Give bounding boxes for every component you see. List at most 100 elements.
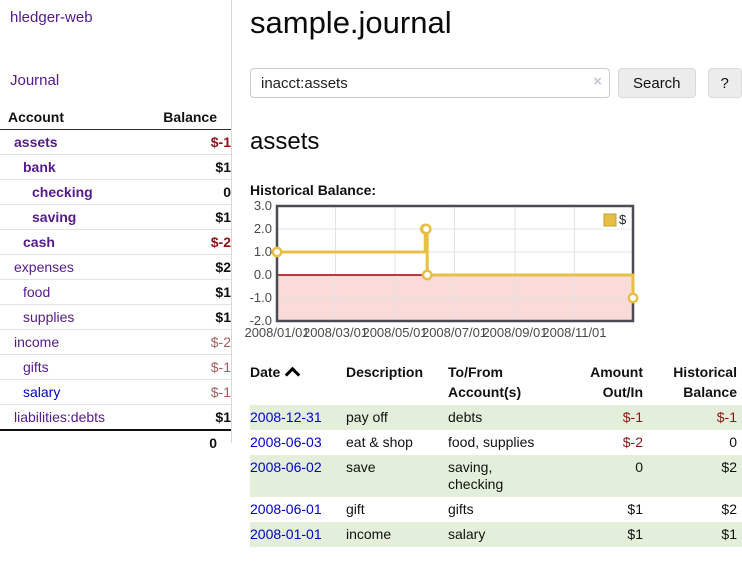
transaction-date-link[interactable]: 2008-01-01 (250, 526, 322, 542)
transaction-balance: $1 (721, 526, 737, 542)
transaction-description: save (346, 459, 376, 475)
transaction-description: eat & shop (346, 434, 413, 450)
transaction-balance: $2 (721, 459, 737, 475)
brand-link[interactable]: hledger-web (10, 9, 93, 26)
transaction-date-link[interactable]: 2008-06-03 (250, 434, 322, 450)
transaction-description: pay off (346, 409, 388, 425)
accounts-total-row: 0 (0, 429, 231, 455)
nav-journal-link[interactable]: Journal (10, 72, 60, 89)
register-header-historical: Historical Balance (673, 364, 737, 400)
account-balance: $-2 (140, 329, 231, 355)
page-title: sample.journal (250, 5, 452, 40)
transaction-amount: $1 (627, 501, 643, 517)
svg-text:-2.0: -2.0 (250, 313, 272, 328)
account-link[interactable]: expenses (14, 259, 74, 275)
account-balance: $1 (140, 154, 231, 180)
transaction-balance: 0 (729, 434, 737, 450)
transaction-accounts: saving, checking (448, 459, 504, 492)
account-link[interactable]: assets (14, 134, 58, 150)
search-input[interactable] (250, 68, 610, 98)
search-row: × Search ? (250, 68, 742, 98)
account-link[interactable]: gifts (23, 359, 49, 375)
transaction-accounts: debts (448, 409, 483, 425)
account-balance: $-1 (140, 354, 231, 380)
clear-search-icon[interactable]: × (593, 73, 602, 90)
accounts-table: Account Balance assets $-1 bank $1 checking 0… (0, 105, 231, 455)
account-link[interactable]: liabilities:debts (14, 409, 106, 425)
register-header-date[interactable]: Date (250, 359, 346, 405)
transaction-amount: 0 (635, 459, 643, 475)
svg-text:2008/01/01: 2008/01/01 (244, 325, 309, 340)
transaction-balance: $-1 (716, 409, 737, 425)
register-header-tofrom: To/From Account(s) (448, 364, 522, 400)
transaction-accounts: gifts (448, 501, 474, 517)
transaction-row: 2008-12-31 pay off debts $-1 $-1 (250, 405, 742, 430)
account-link[interactable]: income (14, 334, 60, 350)
transaction-date-link[interactable]: 2008-06-02 (250, 459, 322, 475)
search-input-wrap: × (250, 68, 610, 98)
account-row: checking 0 (0, 179, 231, 205)
transaction-date-link[interactable]: 2008-12-31 (250, 409, 322, 425)
svg-text:2008/07/01: 2008/07/01 (422, 325, 487, 340)
account-link[interactable]: food (23, 284, 51, 300)
svg-text:2008/03/01: 2008/03/01 (303, 325, 368, 340)
historical-balance-chart: $3.0 2.0 1.0 0.0 -1.0 -2.0 2008/01/01 2008/03/0… (244, 198, 742, 342)
account-link[interactable]: checking (32, 184, 93, 200)
transaction-amount: $-1 (622, 409, 643, 425)
transaction-balance: $2 (721, 501, 737, 517)
account-row: income $-2 (0, 329, 231, 355)
transaction-accounts: food, supplies (448, 434, 535, 450)
accounts-total-value: 0 (140, 429, 231, 455)
register-table: Date Description To/From Account(s) Amount … (250, 359, 742, 547)
transaction-amount: $1 (627, 526, 643, 542)
accounts-header-account: Account (0, 105, 141, 130)
account-row: gifts $-1 (0, 354, 231, 380)
transaction-row: 2008-06-01 gift gifts $1 $2 (250, 497, 742, 522)
main-content: sample.journal × Search ? assets Histori… (244, 0, 742, 547)
account-balance: $-1 (140, 379, 231, 405)
account-link[interactable]: saving (32, 209, 77, 225)
account-link[interactable]: bank (23, 159, 56, 175)
account-row: saving $1 (0, 204, 231, 230)
account-link[interactable]: salary (23, 384, 61, 400)
account-link[interactable]: cash (23, 234, 55, 250)
svg-text:2.0: 2.0 (254, 221, 272, 236)
transaction-row: 2008-06-02 save saving, checking 0 $2 (250, 455, 742, 497)
sort-asc-icon (285, 366, 301, 383)
help-button[interactable]: ? (707, 68, 742, 98)
account-balance: $1 (140, 404, 231, 430)
account-row: expenses $2 (0, 254, 231, 280)
account-link[interactable]: supplies (23, 309, 75, 325)
chart-legend-label: $ (619, 212, 627, 227)
account-balance: $1 (140, 204, 231, 230)
account-row: bank $1 (0, 154, 231, 180)
search-button[interactable]: Search (618, 68, 696, 98)
account-balance: $1 (140, 279, 231, 305)
chart-svg: $3.0 2.0 1.0 0.0 -1.0 -2.02008/01/012008/03/0… (244, 198, 639, 340)
svg-text:2008/09/01: 2008/09/01 (482, 325, 547, 340)
svg-text:1.0: 1.0 (254, 244, 272, 259)
account-row: cash $-2 (0, 229, 231, 255)
account-heading: assets (250, 128, 320, 155)
accounts-header-balance: Balance (140, 105, 231, 130)
account-row: food $1 (0, 279, 231, 305)
transaction-row: 2008-06-03 eat & shop food, supplies $-2 0 (250, 430, 742, 455)
transaction-description: gift (346, 501, 365, 517)
transaction-row: 2008-01-01 income salary $1 $1 (250, 522, 742, 547)
transaction-date-link[interactable]: 2008-06-01 (250, 501, 322, 517)
account-balance: $-2 (140, 229, 231, 255)
account-row: liabilities:debts $1 (0, 404, 231, 430)
register-header-description: Description (346, 364, 424, 380)
svg-text:2008/05/01: 2008/05/01 (362, 325, 427, 340)
svg-text:2008/11/01: 2008/11/01 (542, 325, 606, 340)
transaction-amount: $-2 (622, 434, 643, 450)
svg-text:3.0: 3.0 (254, 198, 272, 213)
account-balance: $-1 (210, 134, 231, 150)
transaction-accounts: salary (448, 526, 486, 542)
account-balance: $1 (140, 304, 231, 330)
svg-text:0.0: 0.0 (254, 267, 272, 282)
register-header-amount: Amount Out/In (590, 364, 643, 400)
account-row: salary $-1 (0, 379, 231, 405)
transaction-description: income (346, 526, 392, 542)
account-balance: $2 (140, 254, 231, 280)
